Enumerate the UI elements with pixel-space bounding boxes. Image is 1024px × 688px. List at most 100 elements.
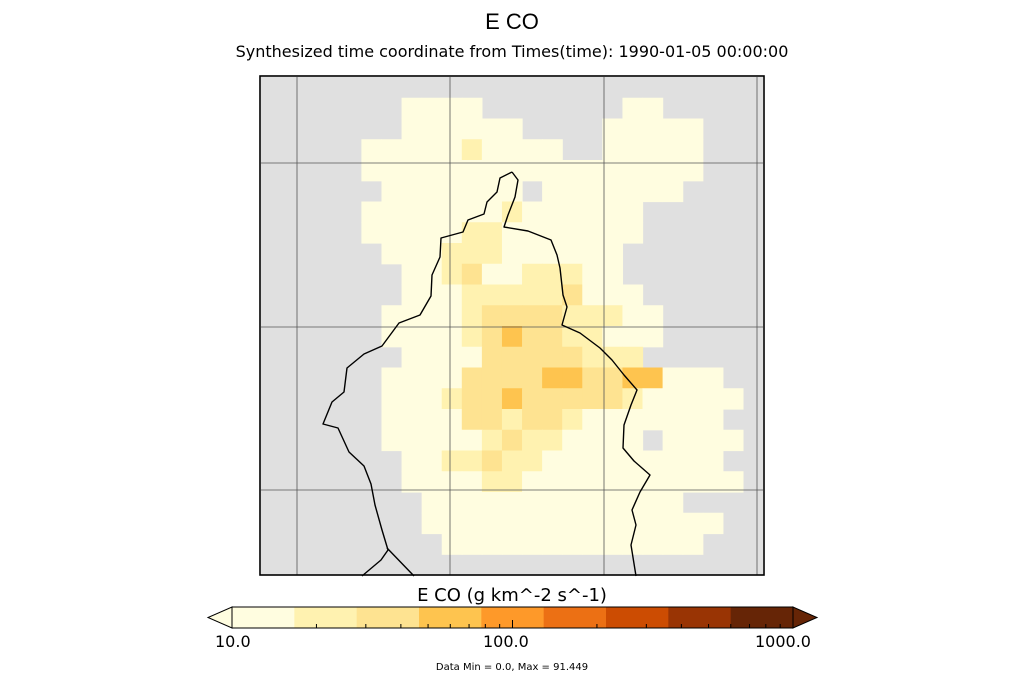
grid-cell xyxy=(441,243,463,265)
grid-cell xyxy=(682,450,704,472)
grid-cell xyxy=(401,429,423,452)
grid-cell xyxy=(441,284,463,306)
grid-cell xyxy=(602,201,624,223)
grid-cell xyxy=(642,409,664,431)
grid-cell xyxy=(622,97,644,120)
grid-cell xyxy=(702,409,724,431)
grid-cell xyxy=(461,263,483,286)
grid-cell xyxy=(481,533,503,555)
boundary-outline xyxy=(503,171,651,577)
grid-cell xyxy=(642,471,664,493)
colorbar-swatch xyxy=(543,607,607,628)
grid-cell xyxy=(522,450,543,472)
colorbar-swatch xyxy=(481,607,545,628)
colorbar-over-arrow xyxy=(792,606,819,629)
grid-cell xyxy=(522,367,543,389)
grid-cell xyxy=(441,263,463,286)
grid-cell xyxy=(602,243,624,265)
grid-cell xyxy=(421,450,443,472)
grid-cell xyxy=(441,429,463,452)
grid-cell xyxy=(461,471,483,493)
grid-cell xyxy=(501,326,523,348)
grid-cell xyxy=(582,284,603,306)
grid-cell xyxy=(441,139,463,161)
grid-cell xyxy=(481,492,503,514)
grid-cell xyxy=(602,533,624,555)
grid-cell xyxy=(421,388,443,410)
grid-cell xyxy=(582,429,603,452)
grid-cell xyxy=(622,180,644,203)
grid-cell xyxy=(542,346,563,369)
grid-cell xyxy=(441,471,463,493)
grid-cell xyxy=(461,180,483,203)
grid-cell xyxy=(461,450,483,472)
grid-cell xyxy=(662,450,684,472)
grid-cell xyxy=(461,139,483,161)
grid-cell xyxy=(662,367,684,389)
grid-cell xyxy=(542,180,563,203)
grid-cell xyxy=(602,450,624,472)
grid-cell xyxy=(461,326,483,348)
grid-cell xyxy=(501,305,523,327)
grid-cell xyxy=(401,243,423,265)
grid-cell xyxy=(682,388,704,410)
colorbar-title: E CO (g km^-2 s^-1) xyxy=(417,585,607,606)
grid-cell xyxy=(562,429,583,452)
grid-cell xyxy=(662,160,684,182)
grid-cell xyxy=(501,367,523,389)
grid-cell xyxy=(662,409,684,431)
grid-cell xyxy=(381,160,403,182)
grid-cell xyxy=(481,326,503,348)
grid-cell xyxy=(602,160,624,182)
grid-cell xyxy=(421,201,443,223)
grid-cell xyxy=(602,429,624,452)
grid-cell xyxy=(702,429,724,452)
grid-cell xyxy=(441,118,463,140)
grid-cell xyxy=(622,429,644,452)
grid-cell xyxy=(441,388,463,410)
colorbar-tick-label-max: 1000.0 xyxy=(755,632,811,651)
grid-cell xyxy=(421,326,443,348)
grid-cell xyxy=(582,180,603,203)
grid-cell xyxy=(401,222,423,244)
grid-cell xyxy=(522,429,543,452)
grid-cell xyxy=(381,222,403,244)
grid-cell xyxy=(722,471,744,493)
colorbar-tick-label-mid: 100.0 xyxy=(483,632,529,651)
grid-cell xyxy=(361,201,383,223)
grid-cell xyxy=(522,409,543,431)
grid-cell xyxy=(421,492,443,514)
grid-cell xyxy=(522,243,543,265)
grid-cell xyxy=(381,305,403,327)
grid-cell xyxy=(582,201,603,223)
colorbar-swatch xyxy=(668,607,732,628)
grid-cell xyxy=(582,305,603,327)
grid-cell xyxy=(542,450,563,472)
grid-cell xyxy=(682,118,704,140)
colorbar-swatch xyxy=(232,607,295,628)
grid-cell xyxy=(582,367,603,389)
grid-cell xyxy=(642,388,664,410)
grid-cell xyxy=(602,263,624,286)
grid-cell xyxy=(662,533,684,555)
grid-cell xyxy=(501,346,523,369)
grid-cell xyxy=(662,492,684,514)
grid-cell xyxy=(481,222,503,244)
grid-cell xyxy=(401,160,423,182)
grid-cell xyxy=(421,118,443,140)
grid-cell xyxy=(622,118,644,140)
grid-cell xyxy=(642,118,664,140)
colorbar-swatch xyxy=(294,607,358,628)
map-gridlines xyxy=(261,77,763,575)
grid-cell xyxy=(622,367,644,389)
grid-cell xyxy=(501,263,523,286)
grid-cell xyxy=(522,388,543,410)
grid-cell xyxy=(682,533,704,555)
grid-cell xyxy=(642,512,664,535)
grid-cell xyxy=(722,429,744,452)
grid-cell xyxy=(602,305,624,327)
grid-cell xyxy=(421,305,443,327)
grid-cell xyxy=(481,450,503,472)
grid-cell xyxy=(542,471,563,493)
